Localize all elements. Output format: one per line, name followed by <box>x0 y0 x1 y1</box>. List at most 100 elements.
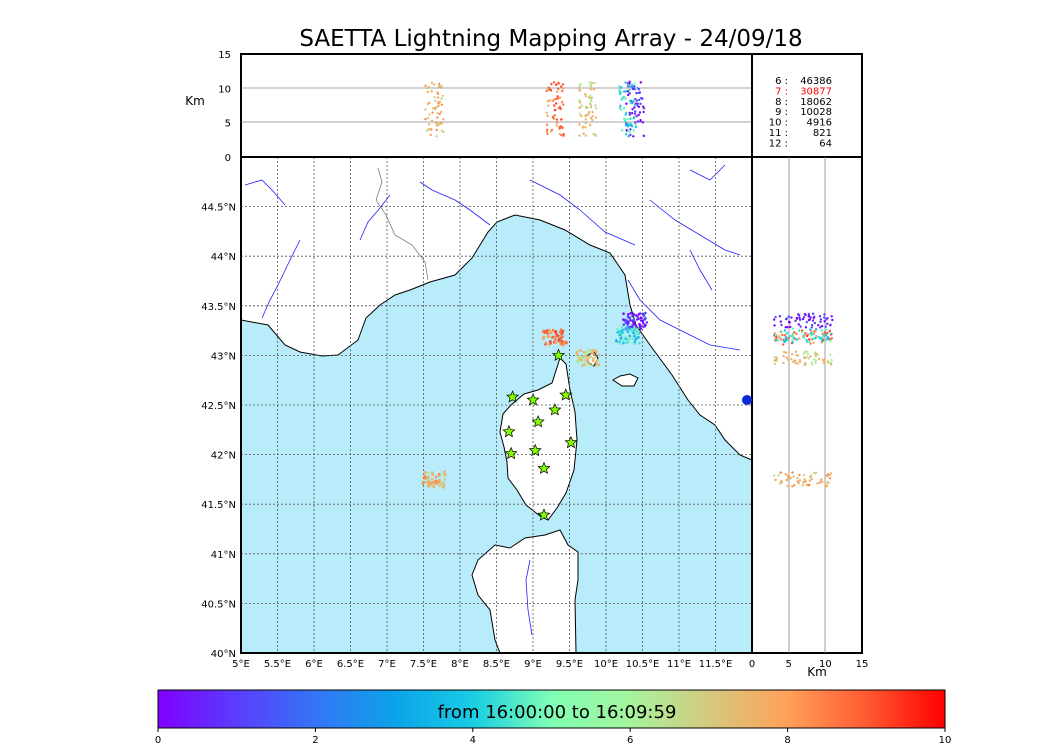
lightning-source <box>429 482 433 485</box>
lightning-source-alt-lon <box>629 128 632 131</box>
station-star <box>537 508 551 521</box>
lightning-source-alt-lat <box>826 337 829 341</box>
lightning-source-alt-lat <box>773 362 777 366</box>
station-star <box>551 348 566 362</box>
station-star <box>531 414 545 428</box>
lightning-source-alt-lat <box>819 318 823 321</box>
lightning-source-alt-lat <box>812 358 816 361</box>
lightning-source <box>618 333 622 337</box>
lightning-source-alt-lat <box>785 479 789 482</box>
lightning-source-alt-lon <box>552 104 556 107</box>
lightning-source-alt-lat <box>798 316 801 319</box>
lightning-source <box>575 360 579 363</box>
lightning-source <box>626 313 630 316</box>
lightning-source-alt-lon <box>578 106 581 109</box>
lightning-source <box>437 472 441 476</box>
lightning-source <box>589 354 592 358</box>
lightning-source-alt-lat <box>823 331 827 334</box>
lightning-source-alt-lon <box>627 129 630 132</box>
lightning-source-alt-lon <box>633 112 637 115</box>
lightning-source <box>594 355 597 359</box>
lightning-source-alt-lat <box>784 351 788 354</box>
lightning-source <box>633 340 637 344</box>
lightning-source-alt-lat <box>826 336 829 339</box>
lightning-source-alt-lat <box>796 476 799 480</box>
count-label: 9 : <box>775 107 788 118</box>
lightning-source-alt-lat <box>797 314 801 317</box>
lightning-source-alt-lat <box>790 334 793 338</box>
lightning-source <box>559 328 563 332</box>
lightning-source-alt-lat <box>808 338 811 341</box>
sardinia-island <box>471 529 579 653</box>
map-xtick-label: 5.5°E <box>264 659 291 670</box>
lightning-source-alt-lon <box>428 101 431 104</box>
lightning-source <box>426 484 430 488</box>
lightning-source-alt-lon <box>625 123 629 126</box>
lightning-source <box>442 481 445 485</box>
lightning-source-alt-lat <box>792 475 795 478</box>
lightning-source <box>584 358 587 362</box>
lightning-source-alt-lon <box>589 83 592 87</box>
lightning-source-alt-lon <box>591 110 594 114</box>
lightning-source-alt-lon <box>593 82 596 85</box>
lightning-source-alt-lon <box>425 129 429 132</box>
map-ytick-label: 41°N <box>211 550 236 561</box>
lightning-source-alt-lat <box>786 326 789 329</box>
lightning-source-alt-lon <box>558 96 562 99</box>
lightning-source-alt-lat <box>783 329 787 332</box>
lightning-source <box>544 330 547 334</box>
lightning-source-alt-lon <box>639 81 642 84</box>
lightning-source-alt-lon <box>439 86 442 90</box>
lightning-source-alt-lon <box>552 114 555 118</box>
lightning-source <box>554 341 557 345</box>
lightning-source <box>582 350 586 354</box>
station-star <box>502 424 516 438</box>
lightning-source-alt-lon <box>634 87 638 90</box>
colorbar-tick-label: 4 <box>470 735 476 746</box>
lightning-source-alt-lon <box>579 82 582 86</box>
lightning-source-alt-lat <box>774 315 777 319</box>
lightning-source-alt-lon <box>553 108 557 112</box>
lightning-source <box>629 311 633 315</box>
map-ytick-label: 44.5°N <box>201 203 236 214</box>
lightning-source-alt-lat <box>827 361 831 365</box>
lightning-source <box>560 333 563 336</box>
lightning-source-alt-lon <box>429 133 433 137</box>
lightning-source-alt-lat <box>811 332 814 335</box>
lightning-source-alt-lon <box>618 106 622 110</box>
lightning-source <box>561 329 565 333</box>
lightning-source-alt-lon <box>549 130 553 133</box>
lightning-source-alt-lon <box>554 83 558 87</box>
lightning-source-alt-lat <box>810 330 813 333</box>
lightning-source <box>619 337 622 341</box>
map-xtick-label: 8.5°E <box>483 659 510 670</box>
lightning-source-alt-lat <box>806 333 810 336</box>
lightning-source-alt-lat <box>775 336 778 339</box>
lightning-source <box>634 337 638 341</box>
lightning-source-alt-lat <box>775 356 778 359</box>
lightning-source-alt-lat <box>805 483 808 486</box>
lightning-source-alt-lat <box>790 316 793 319</box>
lightning-source-alt-lat <box>829 339 832 343</box>
count-label: 6 : <box>775 76 788 87</box>
lightning-source-alt-lon <box>624 97 627 101</box>
lightning-source-alt-lon <box>620 129 624 132</box>
map-xtick-label: 9.5°E <box>556 659 583 670</box>
lightning-source-alt-lat <box>803 478 806 481</box>
country-borders <box>375 167 429 281</box>
lightning-source-alt-lat <box>785 317 789 320</box>
lightning-source <box>544 341 548 345</box>
lightning-source <box>423 470 427 474</box>
lightning-source <box>559 342 562 346</box>
lightning-source <box>632 319 636 322</box>
lightning-source-alt-lat <box>823 358 826 362</box>
lightning-source-alt-lon <box>630 123 633 127</box>
map-ytick-label: 41.5°N <box>201 500 236 511</box>
lightning-source-alt-lon <box>436 122 439 125</box>
lightning-source-alt-lat <box>798 479 802 482</box>
lightning-source-alt-lon <box>629 117 632 120</box>
lightning-source-alt-lon <box>435 135 438 138</box>
lightning-source-alt-lat <box>792 337 796 340</box>
lightning-source-alt-lat <box>798 359 802 362</box>
